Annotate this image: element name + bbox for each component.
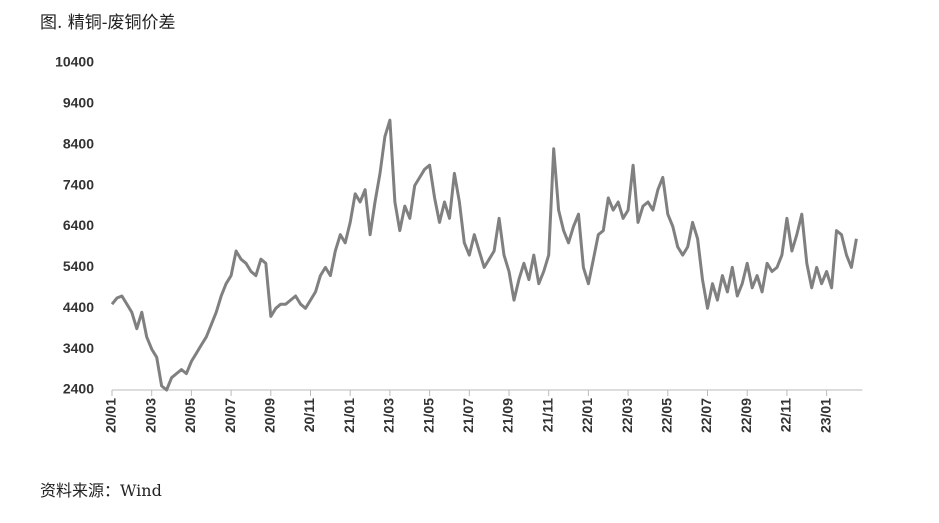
y-tick-label: 4400 [63,299,94,315]
x-tick-label: 21/11 [539,398,555,432]
y-tick-label: 10400 [55,54,94,70]
x-tick-label: 20/11 [301,398,317,432]
x-tick-label: 22/01 [579,398,595,433]
x-tick-label: 21/01 [341,398,357,433]
y-tick-label: 8400 [63,135,94,151]
x-tick-label: 22/03 [619,398,635,433]
x-tick-label: 23/01 [817,398,833,433]
x-tick-label: 20/09 [262,398,278,433]
x-tick-label: 21/07 [460,398,476,433]
y-tick-label: 3400 [63,340,94,356]
y-tick-label: 2400 [63,381,94,397]
x-tick-label: 21/05 [420,398,436,433]
x-tick-label: 21/03 [381,398,397,433]
x-tick-label: 22/07 [698,398,714,433]
y-tick-label: 6400 [63,217,94,233]
x-tick-label: 20/05 [182,398,198,433]
source-note: 资料来源：Wind [40,481,162,500]
y-tick-label: 5400 [63,258,94,274]
line-series [110,118,858,392]
x-tick-label: 22/05 [659,398,675,433]
x-tick-label: 20/07 [222,398,238,433]
x-tick-label: 20/03 [142,398,158,433]
x-tick-label: 22/11 [778,398,794,432]
chart-title: 图. 精铜-废铜价差 [40,13,176,33]
x-tick-label: 20/01 [103,398,119,433]
y-tick-label: 7400 [63,176,94,192]
x-tick-label: 21/09 [500,398,516,433]
x-tick-label: 22/09 [738,398,754,433]
y-tick-label: 9400 [63,95,94,111]
